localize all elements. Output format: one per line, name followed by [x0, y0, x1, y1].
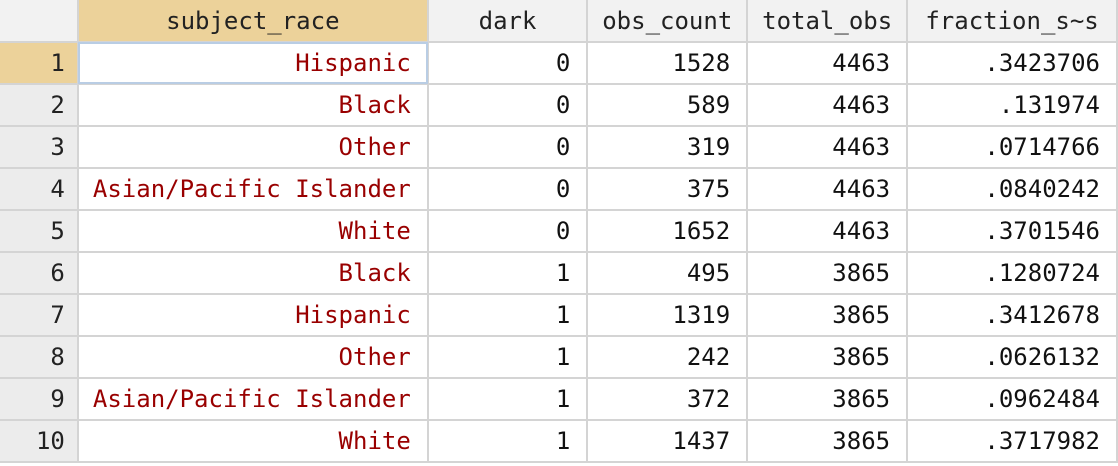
cell-total-obs[interactable]: 3865 [747, 294, 909, 337]
table-row: 9 Asian/Pacific Islander 1 372 3865 .096… [0, 378, 1118, 421]
cell-fraction[interactable]: .3701546 [907, 210, 1118, 253]
cell-fraction[interactable]: .3423706 [907, 42, 1118, 85]
cell-total-obs[interactable]: 3865 [747, 336, 909, 379]
column-header-subject-race[interactable]: subject_race [77, 0, 429, 43]
table-row: 6 Black 1 495 3865 .1280724 [0, 252, 1118, 295]
cell-subject-race[interactable]: White [77, 210, 429, 253]
cell-obs-count[interactable]: 1528 [587, 42, 749, 85]
cell-total-obs[interactable]: 4463 [747, 42, 909, 85]
table-row: 2 Black 0 589 4463 .131974 [0, 84, 1118, 127]
row-number[interactable]: 5 [0, 210, 79, 253]
row-number[interactable]: 7 [0, 294, 79, 337]
cell-obs-count[interactable]: 495 [587, 252, 749, 295]
cell-fraction[interactable]: .3717982 [907, 420, 1118, 463]
column-header-fraction[interactable]: fraction_s~s [907, 0, 1118, 43]
cell-total-obs[interactable]: 4463 [747, 168, 909, 211]
row-number[interactable]: 6 [0, 252, 79, 295]
table-row: 4 Asian/Pacific Islander 0 375 4463 .084… [0, 168, 1118, 211]
cell-subject-race[interactable]: Hispanic [77, 42, 429, 85]
cell-obs-count[interactable]: 1652 [587, 210, 749, 253]
table-row: 1 Hispanic 0 1528 4463 .3423706 [0, 42, 1118, 85]
cell-subject-race[interactable]: Other [77, 126, 429, 169]
row-number[interactable]: 10 [0, 420, 79, 463]
row-number[interactable]: 9 [0, 378, 79, 421]
table-row: 3 Other 0 319 4463 .0714766 [0, 126, 1118, 169]
cell-dark[interactable]: 1 [427, 294, 589, 337]
cell-total-obs[interactable]: 4463 [747, 210, 909, 253]
cell-obs-count[interactable]: 319 [587, 126, 749, 169]
cell-total-obs[interactable]: 3865 [747, 252, 909, 295]
cell-subject-race[interactable]: Asian/Pacific Islander [77, 168, 429, 211]
cell-fraction[interactable]: .0840242 [907, 168, 1118, 211]
row-number[interactable]: 4 [0, 168, 79, 211]
cell-dark[interactable]: 0 [427, 210, 589, 253]
cell-obs-count[interactable]: 372 [587, 378, 749, 421]
corner-cell[interactable] [0, 0, 79, 43]
cell-dark[interactable]: 0 [427, 42, 589, 85]
cell-subject-race[interactable]: Black [77, 252, 429, 295]
cell-total-obs[interactable]: 4463 [747, 126, 909, 169]
cell-subject-race[interactable]: White [77, 420, 429, 463]
cell-total-obs[interactable]: 4463 [747, 84, 909, 127]
cell-dark[interactable]: 0 [427, 126, 589, 169]
cell-subject-race[interactable]: Hispanic [77, 294, 429, 337]
cell-fraction[interactable]: .0962484 [907, 378, 1118, 421]
table-row: 8 Other 1 242 3865 .0626132 [0, 336, 1118, 379]
cell-fraction[interactable]: .1280724 [907, 252, 1118, 295]
column-header-dark[interactable]: dark [427, 0, 589, 43]
cell-subject-race[interactable]: Asian/Pacific Islander [77, 378, 429, 421]
cell-dark[interactable]: 1 [427, 252, 589, 295]
cell-obs-count[interactable]: 242 [587, 336, 749, 379]
cell-dark[interactable]: 1 [427, 378, 589, 421]
cell-subject-race[interactable]: Black [77, 84, 429, 127]
cell-total-obs[interactable]: 3865 [747, 420, 909, 463]
row-number[interactable]: 3 [0, 126, 79, 169]
table-row: 5 White 0 1652 4463 .3701546 [0, 210, 1118, 253]
row-number[interactable]: 1 [0, 42, 79, 85]
header-row: subject_race dark obs_count total_obs fr… [0, 0, 1118, 43]
cell-obs-count[interactable]: 589 [587, 84, 749, 127]
cell-fraction[interactable]: .131974 [907, 84, 1118, 127]
table-row: 10 White 1 1437 3865 .3717982 [0, 420, 1118, 463]
column-header-total-obs[interactable]: total_obs [747, 0, 909, 43]
cell-fraction[interactable]: .3412678 [907, 294, 1118, 337]
cell-dark[interactable]: 0 [427, 84, 589, 127]
cell-fraction[interactable]: .0714766 [907, 126, 1118, 169]
row-number[interactable]: 2 [0, 84, 79, 127]
cell-obs-count[interactable]: 1319 [587, 294, 749, 337]
cell-dark[interactable]: 1 [427, 336, 589, 379]
cell-obs-count[interactable]: 375 [587, 168, 749, 211]
cell-dark[interactable]: 1 [427, 420, 589, 463]
cell-dark[interactable]: 0 [427, 168, 589, 211]
cell-total-obs[interactable]: 3865 [747, 378, 909, 421]
cell-subject-race[interactable]: Other [77, 336, 429, 379]
row-number[interactable]: 8 [0, 336, 79, 379]
cell-fraction[interactable]: .0626132 [907, 336, 1118, 379]
column-header-obs-count[interactable]: obs_count [587, 0, 749, 43]
cell-obs-count[interactable]: 1437 [587, 420, 749, 463]
table-row: 7 Hispanic 1 1319 3865 .3412678 [0, 294, 1118, 337]
